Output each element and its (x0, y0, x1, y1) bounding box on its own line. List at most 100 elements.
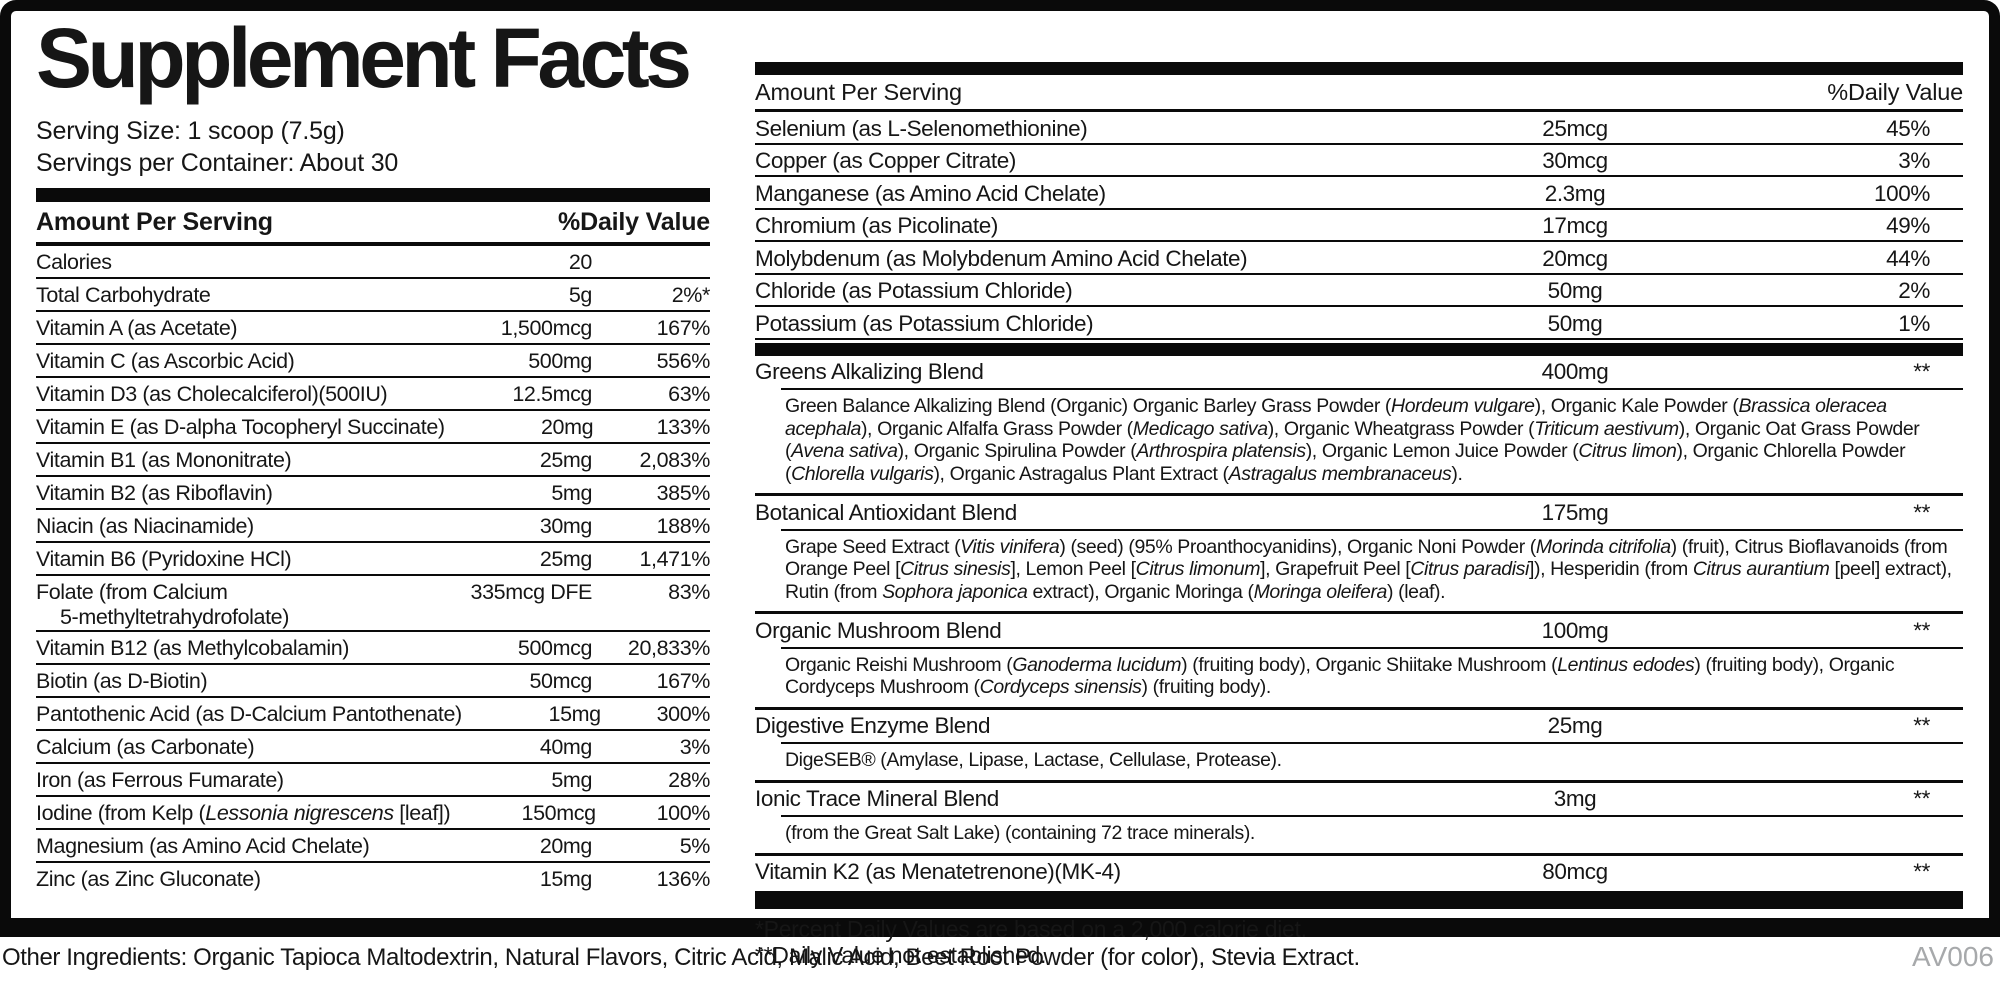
nutrient-row: Magnesium (as Amino Acid Chelate) 20mg 5… (36, 830, 711, 864)
nutrient-amount: 30mg (539, 514, 593, 539)
nutrient-row: Vitamin B1 (as Mononitrate) 25mg 2,083% (36, 444, 710, 478)
nutrient-amount: 50mcg (529, 669, 592, 694)
nutrient-row: Molybdenum (as Molybdenum Amino Acid Che… (755, 242, 1963, 275)
nutrient-daily-value: ** (1913, 713, 1930, 738)
nutrient-amount: 20mg (539, 834, 593, 859)
nutrient-amount: 15mg (548, 702, 602, 727)
nutrient-amount: 80mcg (1542, 859, 1608, 884)
nutrient-row: Manganese (as Amino Acid Chelate) 2.3mg … (755, 177, 1963, 210)
blend-description: DigeSEB® (Amylase, Lipase, Lactase, Cell… (755, 744, 1963, 783)
nutrient-name: Botanical Antioxidant Blend (755, 499, 1017, 525)
amount-per-serving-header: Amount Per Serving (36, 208, 273, 237)
nutrient-row: Folate (from Calcium 5-methyltetrahydrofo… (36, 576, 710, 633)
nutrient-name: Ionic Trace Mineral Blend (755, 786, 999, 811)
nutrient-daily-value: 20,833% (627, 636, 710, 661)
nutrient-daily-value: 28% (668, 768, 710, 793)
nutrient-amount: 20mg (540, 415, 594, 440)
nutrient-amount: 25mg (539, 448, 593, 473)
nutrient-daily-value: 385% (656, 481, 711, 506)
nutrient-amount: 25mg (1547, 713, 1603, 738)
blend-divider (781, 646, 1963, 649)
nutrient-amount: 40mg (539, 735, 593, 760)
blend-divider (781, 528, 1963, 531)
nutrient-daily-value: 44% (1886, 245, 1930, 271)
footnotes: *Percent Daily Values are based on a 2,0… (755, 909, 1963, 968)
nutrient-name: Selenium (as L-Selenomethionine) (755, 115, 1088, 141)
nutrient-amount: 400mg (1541, 359, 1609, 384)
nutrient-row: Vitamin D3 (as Cholecalciferol)(500IU) 1… (36, 378, 710, 412)
nutrient-daily-value: 63% (668, 382, 710, 407)
nutrient-row: Niacin (as Niacinamide) 30mg 188% (36, 510, 710, 544)
nutrient-name: Vitamin B6 (Pyridoxine HCl) (36, 547, 292, 572)
nutrient-row: Total Carbohydrate 5g 2%* (36, 279, 711, 313)
right-nutrient-table: Selenium (as L-Selenomethionine) 25mcg 4… (755, 112, 1963, 340)
nutrient-row: Zinc (as Zinc Gluconate) 15mg 136% (36, 863, 710, 896)
nutrient-name: Folate (from Calcium 5-methyltetrahydrofo… (36, 580, 289, 630)
blend-row: Digestive Enzyme Blend 25mg ** (755, 710, 1963, 743)
nutrient-name: Manganese (as Amino Acid Chelate) (755, 180, 1106, 206)
nutrient-name: Zinc (as Zinc Gluconate) (36, 867, 261, 892)
nutrient-name: Niacin (as Niacinamide) (36, 514, 254, 539)
footnote-not-established: **Daily Value not established. (755, 942, 1047, 968)
right-top-bar (755, 62, 1963, 75)
nutrient-daily-value: 300% (656, 702, 711, 727)
nutrient-name: Copper (as Copper Citrate) (755, 148, 1016, 173)
nutrient-name: Calcium (as Carbonate) (36, 735, 255, 760)
nutrient-row: Vitamin C (as Ascorbic Acid) 500mg 556% (36, 345, 711, 379)
nutrient-daily-value: ** (1913, 859, 1930, 884)
nutrient-daily-value: 3% (679, 735, 711, 760)
nutrient-name: Chromium (as Picolinate) (755, 213, 998, 238)
nutrient-amount: 5mg (551, 481, 592, 506)
right-bottom-bar (755, 891, 1963, 909)
nutrient-name: Iodine (from Kelp (Lessonia nigrescens [… (36, 801, 451, 826)
nutrient-daily-value: 83% (668, 580, 710, 605)
nutrient-name: Vitamin B2 (as Riboflavin) (36, 481, 273, 506)
daily-value-header: %Daily Value (1827, 79, 1963, 105)
servings-per-container: Servings per Container: About 30 (36, 149, 399, 178)
nutrient-daily-value: 100% (656, 801, 711, 826)
nutrient-name: Calories (36, 250, 112, 275)
nutrient-name: Vitamin K2 (as Menatetrenone)(MK-4) (755, 859, 1121, 884)
label-border-frame (0, 0, 2000, 937)
serving-size: Serving Size: 1 scoop (7.5g) (36, 117, 345, 146)
nutrient-daily-value: 49% (1886, 213, 1930, 238)
blend-divider (781, 815, 1963, 817)
nutrient-daily-value: 100% (1874, 180, 1930, 206)
nutrient-row: Iron (as Ferrous Fumarate) 5mg 28% (36, 764, 710, 798)
nutrient-name: Organic Mushroom Blend (755, 617, 1002, 643)
blend-row: Greens Alkalizing Blend 400mg ** (755, 356, 1963, 389)
supplement-facts-title: Supplement Facts (36, 11, 692, 105)
nutrient-amount: 2.3mg (1544, 180, 1606, 206)
other-ingredients: Other Ingredients: Organic Tapioca Malto… (2, 944, 1360, 971)
amount-per-serving-header: Amount Per Serving (755, 79, 962, 105)
daily-value-header: %Daily Value (558, 208, 710, 237)
nutrient-amount: 500mcg (517, 636, 592, 661)
blend-description: Grape Seed Extract (Vitis vinifera) (see… (755, 531, 1963, 614)
nutrient-name: Vitamin B12 (as Methylcobalamin) (36, 636, 350, 661)
left-nutrient-table: Calories 20 Total Carbohydrate 5g 2%* Vi… (36, 246, 710, 896)
nutrient-name: Potassium (as Potassium Chloride) (755, 310, 1094, 336)
nutrient-daily-value: 5% (679, 834, 711, 859)
footnote-daily-values: *Percent Daily Values are based on a 2,0… (755, 916, 1307, 942)
nutrient-name: Biotin (as D-Biotin) (36, 669, 208, 694)
nutrient-row: Vitamin B2 (as Riboflavin) 5mg 385% (36, 477, 711, 511)
nutrient-daily-value: 167% (656, 669, 711, 694)
nutrient-daily-value: 556% (656, 349, 711, 374)
nutrient-daily-value: 1,471% (639, 547, 710, 572)
blend-row: Organic Mushroom Blend 100mg ** (755, 614, 1963, 647)
nutrient-row: Calcium (as Carbonate) 40mg 3% (36, 731, 711, 765)
nutrient-amount: 20 (568, 250, 593, 275)
label-code: AV006 (1912, 941, 1994, 972)
blend-row: Botanical Antioxidant Blend 175mg ** (755, 496, 1963, 529)
blend-description: Organic Reishi Mushroom (Ganoderma lucid… (755, 649, 1963, 710)
nutrient-amount: 12.5mcg (512, 382, 592, 407)
nutrient-amount: 150mcg (521, 801, 596, 826)
blend-divider (781, 742, 1963, 744)
nutrient-amount: 30mcg (1542, 148, 1608, 173)
nutrient-daily-value: 2%* (671, 283, 711, 308)
nutrient-name: Vitamin B1 (as Mononitrate) (36, 448, 292, 473)
nutrient-name: Vitamin E (as D-alpha Tocopheryl Succina… (36, 415, 445, 440)
nutrient-amount: 1,500mcg (500, 316, 593, 341)
nutrient-name: Magnesium (as Amino Acid Chelate) (36, 834, 370, 859)
nutrient-daily-value: 133% (656, 415, 711, 440)
